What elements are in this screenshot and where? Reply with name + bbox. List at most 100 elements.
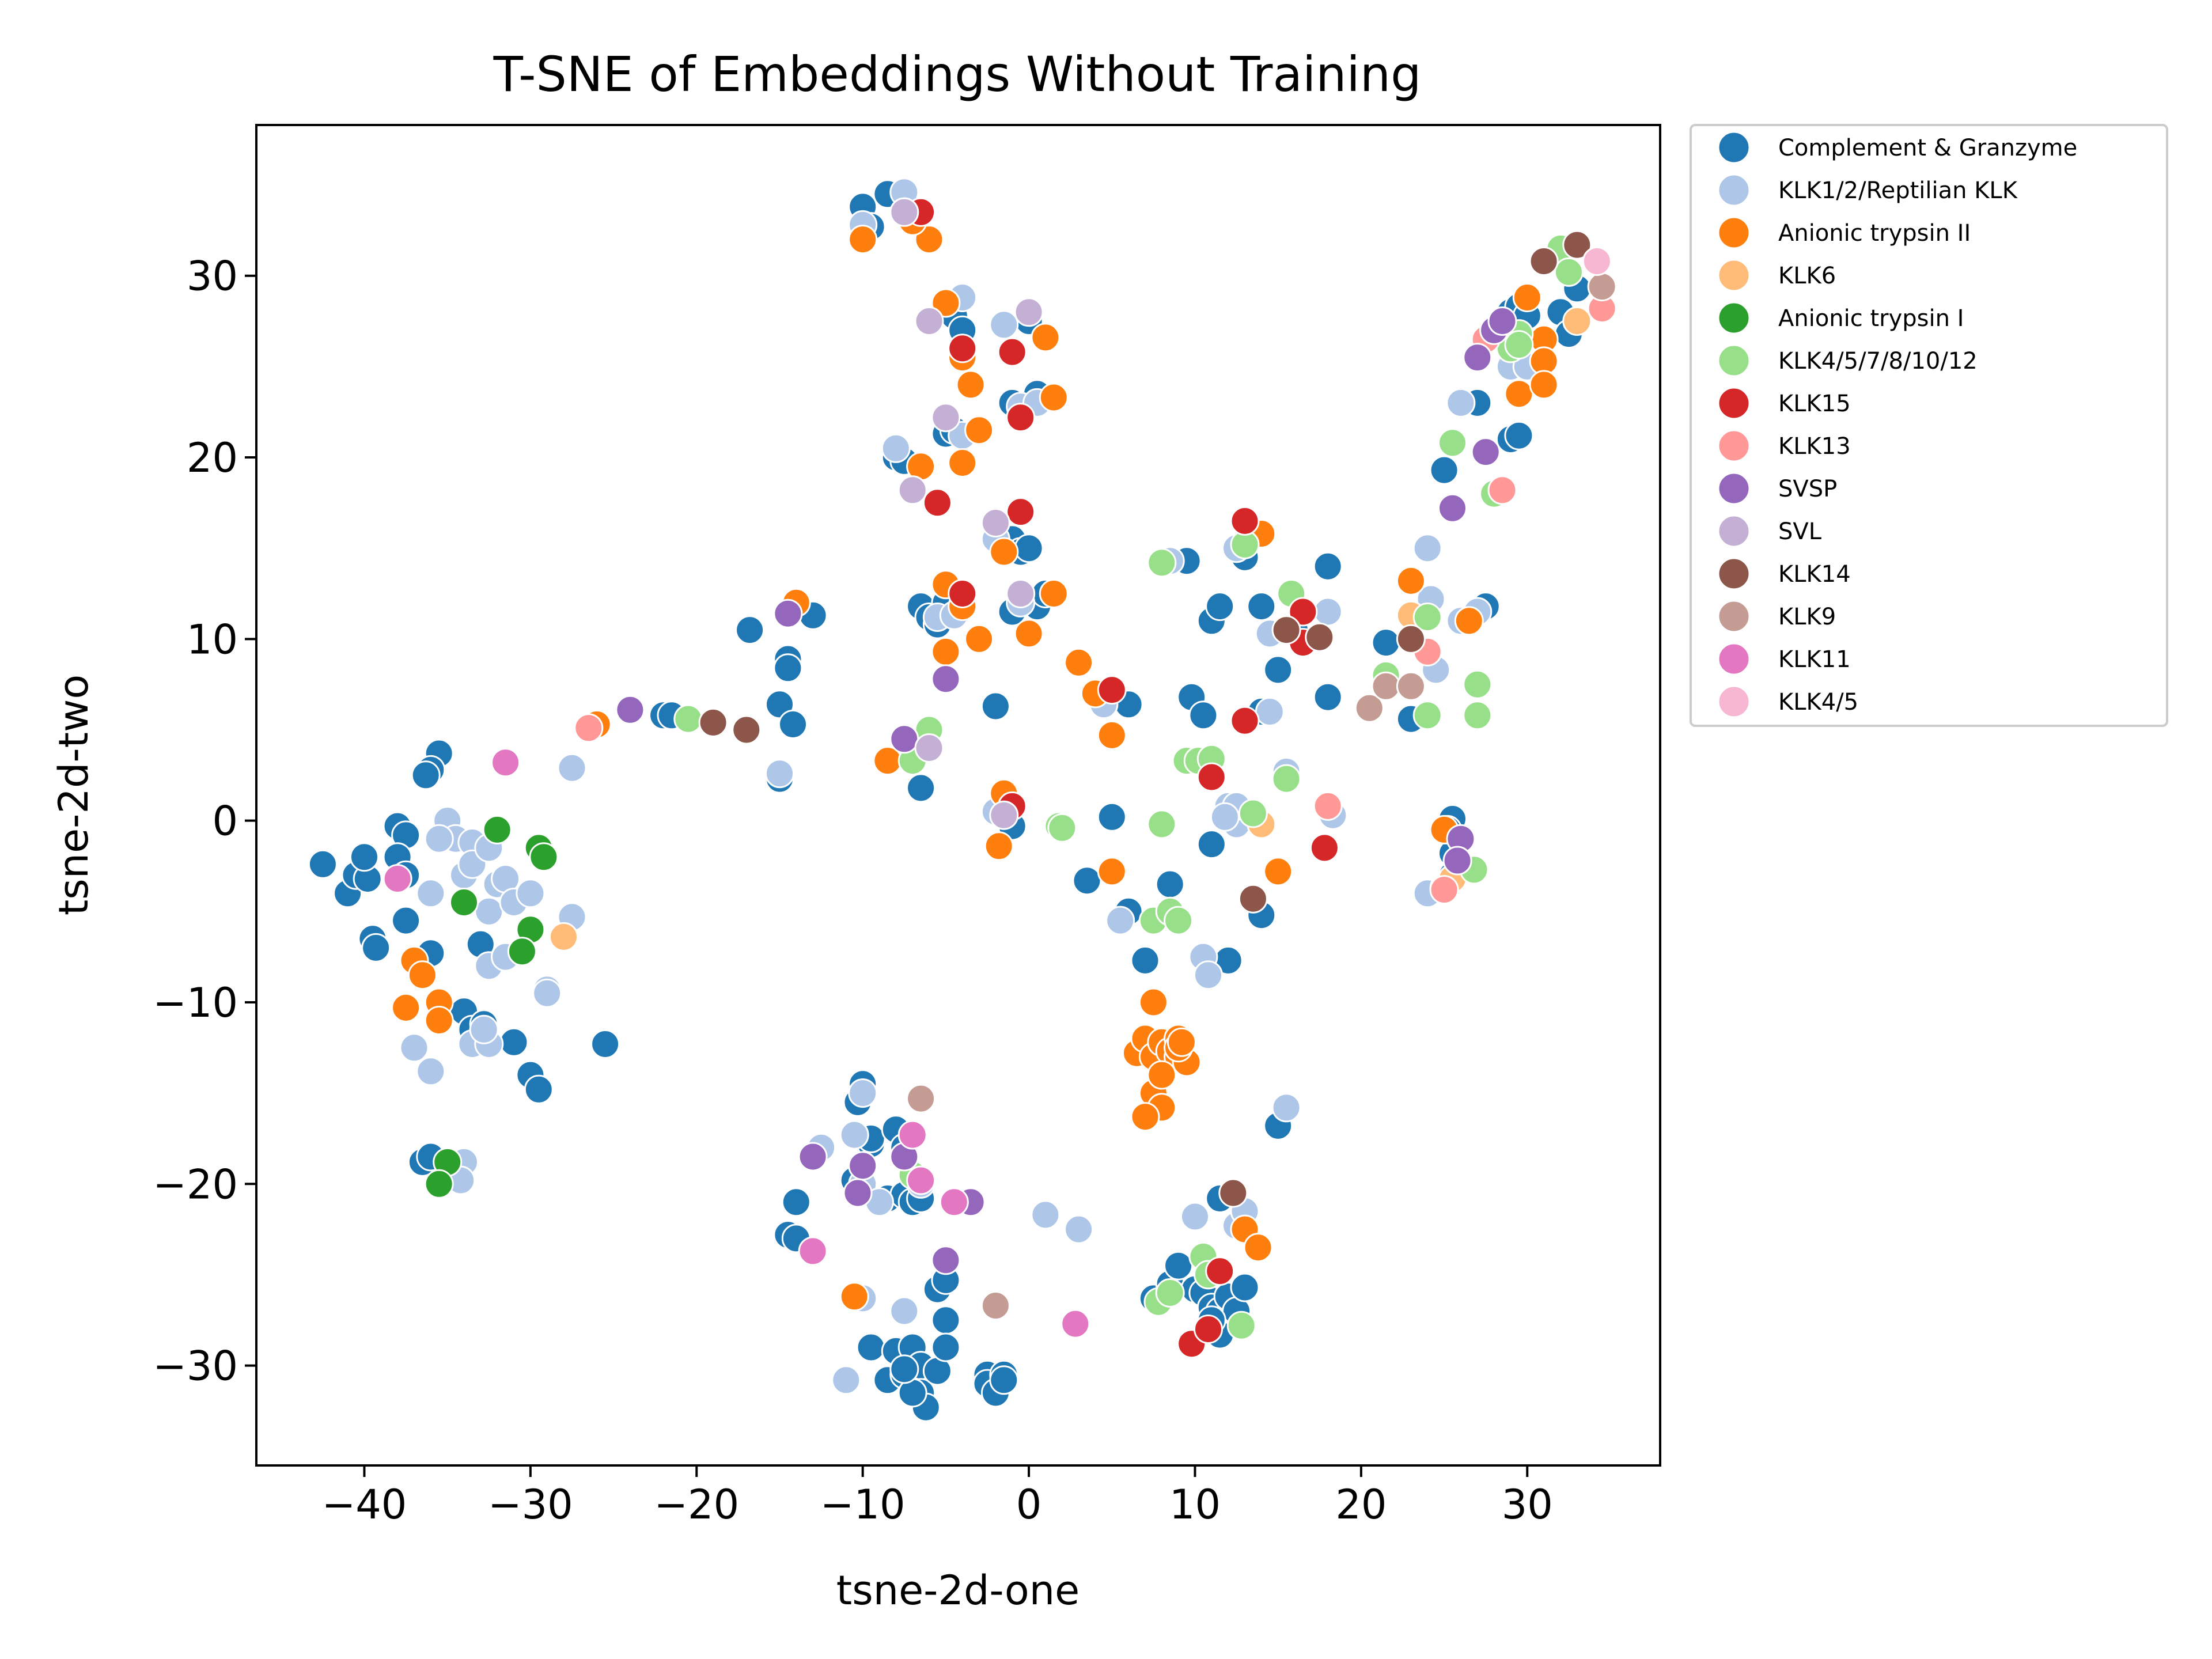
scatter-point [1313, 597, 1343, 627]
scatter-point [931, 1245, 961, 1275]
scatter-point [590, 1029, 620, 1059]
scatter-point [964, 415, 994, 445]
legend-label: KLK6 [1778, 263, 1836, 289]
scatter-point [549, 922, 578, 952]
scatter-point [491, 748, 521, 778]
scatter-point [1512, 283, 1542, 312]
scatter-point [1446, 388, 1476, 418]
legend-label: KLK13 [1778, 433, 1851, 460]
scatter-point [956, 370, 986, 400]
scatter-point [1155, 1278, 1185, 1308]
scatter-point [1147, 809, 1177, 839]
scatter-point [1097, 857, 1127, 887]
legend-label: KLK1/2/Reptilian KLK [1778, 177, 2018, 204]
scatter-point [1230, 1272, 1260, 1302]
y-tick-label: −20 [153, 1161, 238, 1208]
scatter-point [411, 760, 441, 790]
legend-marker [1717, 259, 1751, 292]
scatter-point [1412, 700, 1442, 730]
scatter-point [1487, 475, 1517, 505]
scatter-point [889, 197, 919, 227]
scatter-point [391, 993, 421, 1022]
x-tick-label: 10 [1169, 1481, 1221, 1528]
scatter-point [1130, 945, 1160, 975]
legend-label: KLK4/5 [1778, 689, 1858, 715]
scatter-point [1164, 1251, 1194, 1281]
scatter-point [1354, 693, 1384, 723]
scatter-point [1271, 764, 1301, 794]
scatter-point [1562, 306, 1592, 336]
scatter-point [482, 815, 512, 844]
scatter-point [1006, 579, 1036, 608]
x-tick-label: −10 [820, 1481, 906, 1528]
legend-label: KLK15 [1778, 391, 1851, 417]
scatter-point [1263, 857, 1293, 887]
scatter-point [557, 753, 587, 783]
scatter-point [735, 615, 765, 645]
series-12 [382, 748, 1090, 1339]
scatter-point [391, 906, 421, 935]
scatter-point [1463, 343, 1493, 373]
scatter-point [1429, 875, 1459, 904]
scatter-point [1587, 272, 1617, 302]
scatter-point [773, 599, 803, 628]
scatter-point [798, 1236, 828, 1266]
scatter-point [778, 710, 808, 739]
scatter-point [798, 1142, 828, 1172]
scatter-point [1097, 802, 1127, 832]
scatter-point [964, 624, 994, 654]
scatter-point [1039, 579, 1069, 608]
scatter-point [839, 1120, 869, 1150]
scatter-point [1060, 1309, 1090, 1339]
legend-marker [1717, 642, 1751, 676]
x-tick-label: 0 [1016, 1481, 1042, 1528]
scatter-point [1554, 257, 1584, 287]
series-5 [673, 233, 1584, 1340]
scatter-point [1438, 493, 1467, 523]
scatter-point [939, 1187, 969, 1217]
x-tick-label: −30 [488, 1481, 573, 1528]
scatter-point [1463, 700, 1493, 730]
scatter-point [897, 475, 927, 505]
legend-marker [1717, 514, 1751, 548]
scatter-point [532, 978, 562, 1008]
scatter-point [698, 707, 728, 737]
x-axis: −40 −30 −20 −10 0 10 20 30 [322, 1465, 1553, 1528]
scatter-point [1205, 592, 1235, 622]
scatter-point [1442, 846, 1472, 876]
scatter-point [914, 306, 944, 336]
scatter-point [516, 878, 546, 908]
scatter-point [1313, 791, 1343, 821]
scatter-point [416, 1056, 446, 1086]
scatter-point [980, 508, 1010, 537]
legend-marker [1717, 429, 1751, 463]
scatter-point [989, 1365, 1019, 1395]
scatter-point [1014, 297, 1044, 327]
scatter-point [424, 1169, 454, 1199]
scatter-point [765, 759, 794, 789]
x-tick-label: −20 [654, 1481, 739, 1528]
scatter-point [922, 488, 952, 518]
scatter-point [1138, 987, 1168, 1017]
scatter-point [831, 1365, 861, 1395]
scatter-point [1196, 830, 1226, 859]
y-tick-label: 10 [187, 616, 238, 663]
scatter-point [1014, 533, 1044, 563]
x-axis-label: tsne-2d-one [836, 1567, 1080, 1614]
scatter-point [1230, 506, 1260, 536]
scatter-point [1582, 247, 1612, 276]
legend-frame [1690, 124, 2168, 727]
scatter-point [931, 1305, 961, 1335]
scatter-point [1031, 1200, 1060, 1230]
scatter-point [1238, 884, 1268, 914]
scatter-point [989, 800, 1019, 830]
scatter-point [1194, 960, 1223, 990]
x-tick-label: 30 [1502, 1481, 1553, 1528]
scatter-point [1271, 1093, 1301, 1123]
scatter-point [407, 960, 437, 990]
legend-label: KLK14 [1778, 561, 1851, 588]
scatter-point [1288, 597, 1318, 627]
scatter-point [980, 691, 1010, 721]
scatter-point [1238, 798, 1268, 828]
